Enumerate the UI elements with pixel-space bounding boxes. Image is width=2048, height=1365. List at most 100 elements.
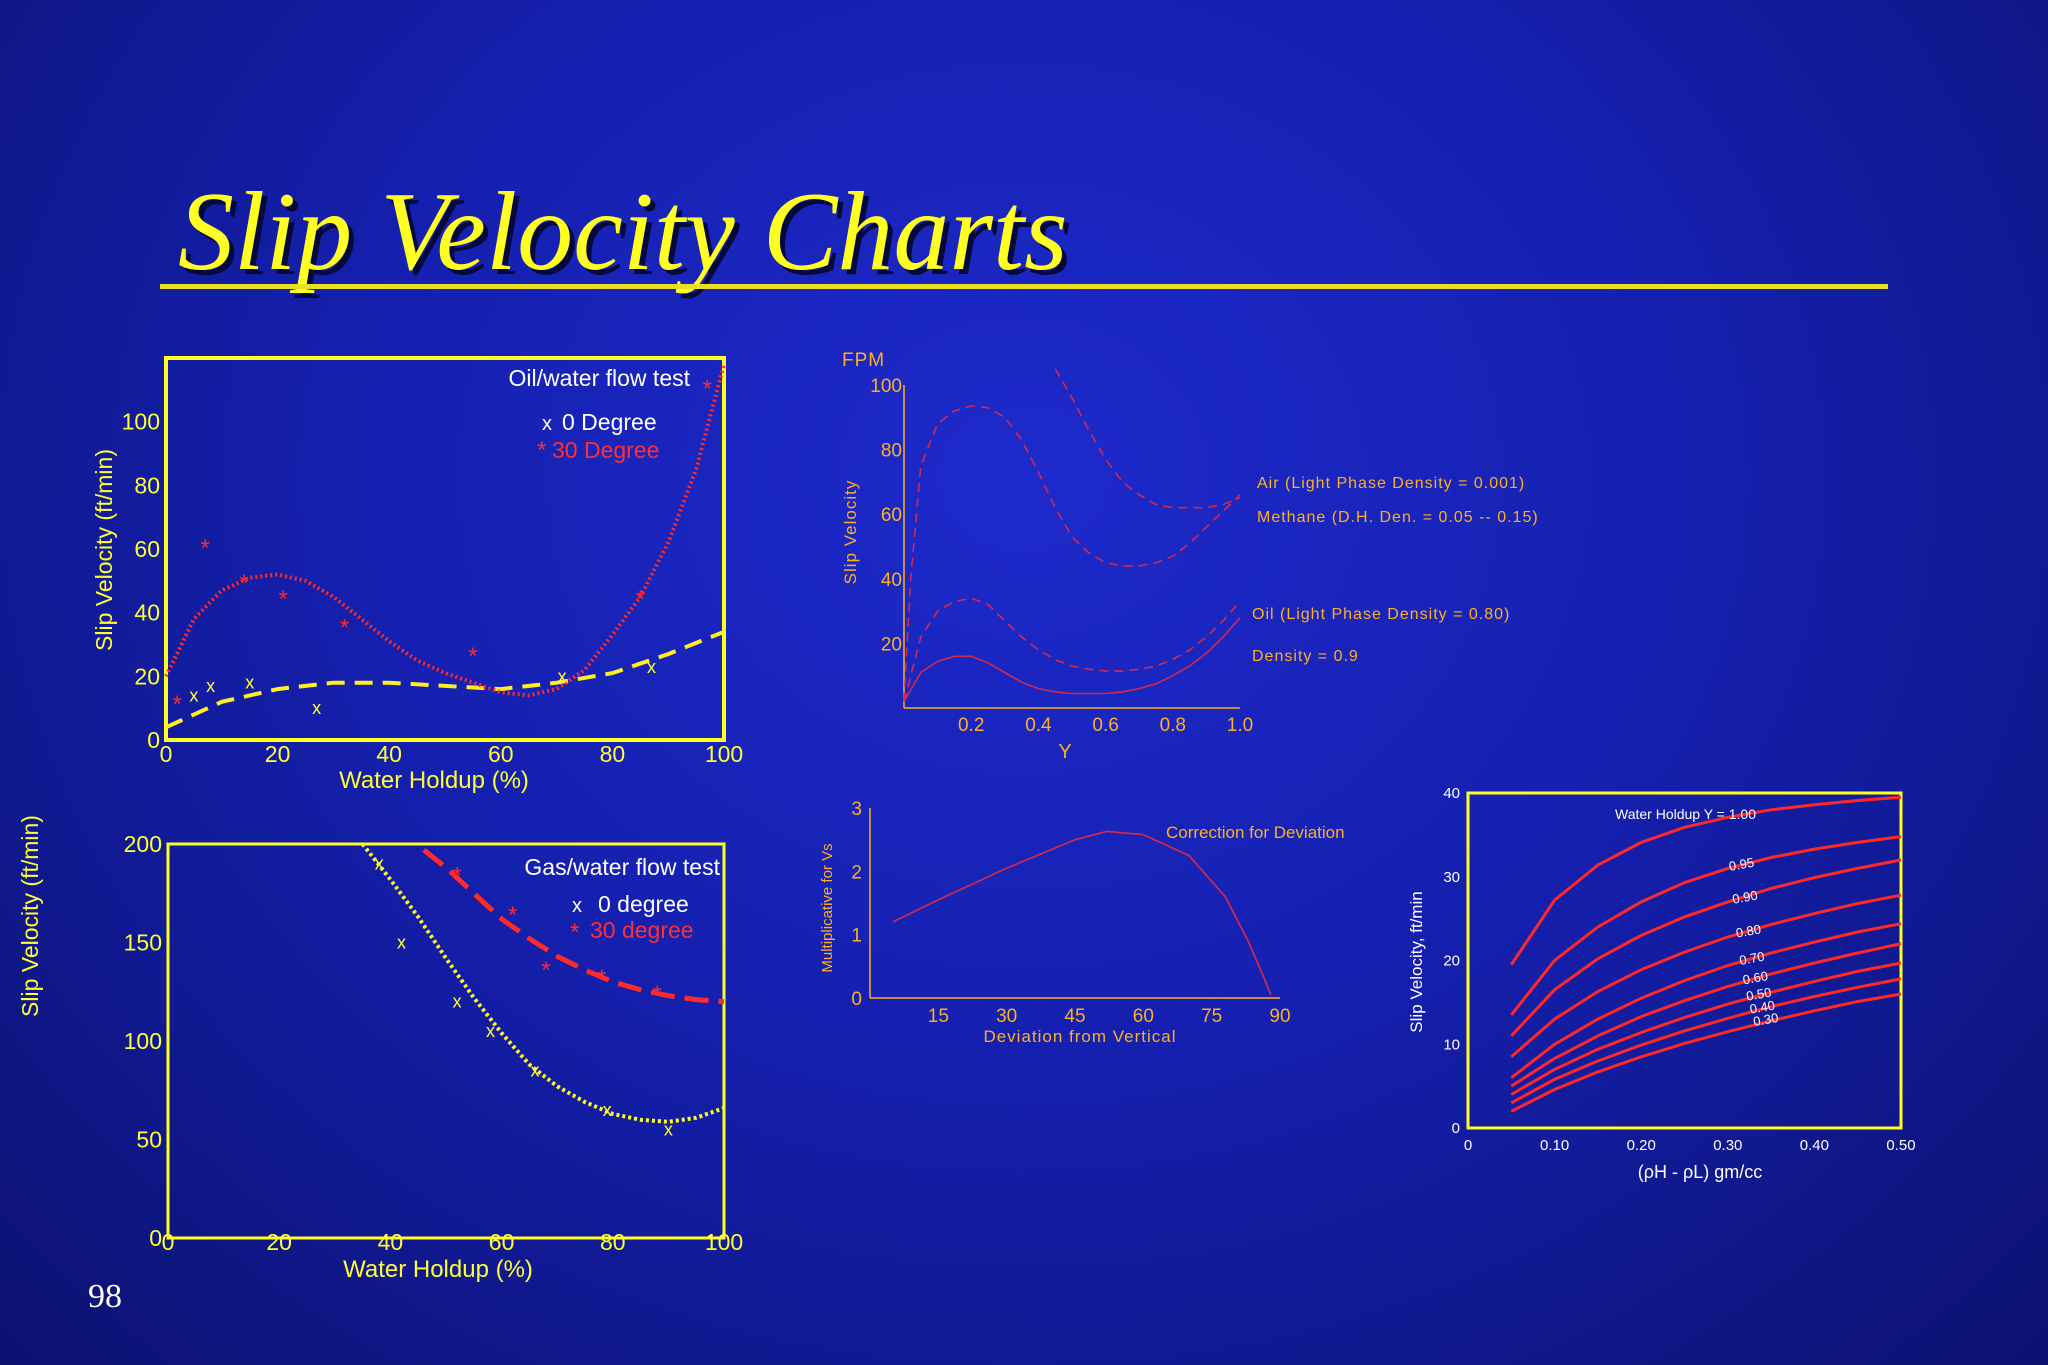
unit-label: FPM (842, 350, 885, 371)
data-point-star: * (653, 981, 662, 1008)
x-tick-label: 1.0 (1227, 715, 1253, 736)
legend-entry-1: 30 degree (590, 917, 694, 943)
y-tick-label: 20 (134, 663, 160, 689)
x-tick-label: 0.8 (1160, 715, 1186, 736)
data-point-x: x (664, 1120, 673, 1140)
chart-slip-velocity-y: 20 40 60 80 100 0.2 0.4 0.6 0.8 1.0 FPM Slip Velo… (841, 350, 1539, 763)
y-tick-label: 50 (136, 1127, 162, 1153)
x-tick-label: 0 (1464, 1137, 1472, 1154)
legend-marker-1: * (570, 919, 579, 946)
x-tick-label: 0.50 (1886, 1137, 1915, 1154)
x-tick-label: 0.10 (1540, 1137, 1569, 1154)
y-tick-label: 80 (881, 441, 902, 462)
y-tick-label: 60 (881, 505, 902, 526)
x-tick-label: 0.4 (1025, 715, 1052, 736)
holdup-curve-0.30 (1510, 992, 1902, 1113)
data-point-x: x (453, 992, 462, 1012)
curve-label-0.50: 0.50 (1745, 985, 1773, 1004)
x-tick-label: 60 (1133, 1006, 1154, 1027)
y-tick-label: 20 (1443, 953, 1460, 970)
x-tick-label: 0.2 (958, 715, 984, 736)
y-tick-label: 20 (881, 634, 902, 655)
x-tick-label: 80 (600, 741, 626, 767)
series-label-0: Air (Light Phase Density = 0.001) (1257, 475, 1525, 492)
y-tick-label: 40 (1443, 785, 1460, 802)
curve-label-0.90: 0.90 (1731, 888, 1759, 907)
data-point-star: * (340, 614, 349, 641)
data-point-x: x (245, 673, 254, 693)
data-point-x: x (647, 657, 656, 677)
x-tick-label: 20 (266, 1229, 292, 1255)
x-axis-label: Water Holdup (%) (339, 767, 529, 794)
series-curve-3 (903, 617, 1241, 702)
x-tick-label: 30 (996, 1006, 1017, 1027)
y-tick-label: 3 (851, 799, 862, 820)
y-axis-label: Slip Velocity (841, 480, 860, 585)
data-point-star: * (279, 586, 288, 613)
y-tick-label: 0 (147, 727, 160, 753)
data-point-x: x (558, 666, 567, 686)
x-tick-label: 45 (1064, 1006, 1085, 1027)
data-point-x: x (603, 1100, 612, 1120)
y-tick-label: 60 (134, 536, 160, 562)
series-curve-0 (1054, 368, 1241, 509)
y-tick-label: 150 (124, 930, 162, 956)
data-point-x: x (206, 676, 215, 696)
holdup-curve-0.50 (1510, 961, 1902, 1096)
deviation-curve (892, 830, 1272, 996)
x-tick-label: 0.20 (1627, 1137, 1656, 1154)
y-tick-label: 0 (149, 1225, 162, 1251)
x-tick-label: 20 (265, 741, 291, 767)
y-tick-label: 40 (134, 600, 160, 626)
plot-frame (1466, 791, 1903, 1130)
data-point-star: * (541, 957, 550, 984)
curve-label-0.60: 0.60 (1742, 968, 1770, 987)
x-tick-label: 40 (376, 741, 402, 767)
title-rule (160, 284, 1888, 289)
x-tick-label: 100 (705, 741, 743, 767)
data-point-star: * (239, 570, 248, 597)
data-point-star: * (200, 535, 209, 562)
y-tick-label: 100 (124, 1028, 162, 1054)
y-tick-label: 2 (851, 862, 862, 883)
data-point-x: x (189, 685, 198, 705)
fit-curve-0-degree (361, 842, 725, 1124)
x-tick-label: 15 (928, 1006, 949, 1027)
curve-label-0.40: 0.40 (1749, 998, 1777, 1017)
plot-frame (164, 356, 726, 742)
fit-curve-0-degree (165, 629, 725, 730)
y-tick-label: 80 (134, 472, 160, 498)
y-tick-label: 1 (851, 926, 862, 947)
data-point-star: * (452, 863, 461, 890)
x-tick-label: 80 (600, 1229, 626, 1255)
x-tick-label: 0 (162, 1229, 175, 1255)
series-label-1: Methane (D.H. Den. = 0.05 -- 0.15) (1257, 509, 1539, 526)
chart-deviation: 0 1 2 3 15 30 45 60 75 90 Correction for Deviatio… (819, 799, 1345, 1046)
x-tick-label: 60 (489, 1229, 515, 1255)
x-axis-label: (ρH - ρL) gm/cc (1638, 1162, 1762, 1182)
curve-label-0.95: 0.95 (1728, 855, 1756, 874)
legend-entry-0: 0 degree (598, 891, 689, 917)
data-point-x: x (486, 1021, 495, 1041)
x-tick-label: 0.30 (1713, 1137, 1742, 1154)
data-point-star: * (172, 691, 181, 718)
series-curve-2 (903, 597, 1241, 702)
data-point-x: x (375, 854, 384, 874)
x-tick-label: 40 (378, 1229, 404, 1255)
y-tick-label: 30 (1443, 869, 1460, 886)
y-axis-label: Slip Velocity, ft/min (1407, 891, 1426, 1032)
holdup-curve-0.90 (1510, 858, 1902, 1037)
fit-curve-30-degree (422, 847, 725, 1005)
data-point-x: x (312, 698, 321, 718)
x-axis-label: Deviation from Vertical (983, 1027, 1176, 1046)
x-axis-label: Water Holdup (%) (343, 1256, 533, 1283)
y-axis-label: Slip Velocity (ft/min) (91, 449, 117, 651)
chart-title: Correction for Deviation (1166, 823, 1345, 842)
y-axis-label: Slip Velocity (ft/min) (17, 815, 43, 1017)
holdup-curve-0.80 (1510, 893, 1902, 1058)
x-axis-label: Y (1058, 741, 1071, 763)
curve-label-0.80: 0.80 (1735, 921, 1763, 940)
data-point-star: * (636, 586, 645, 613)
x-tick-label: 0.40 (1800, 1137, 1829, 1154)
